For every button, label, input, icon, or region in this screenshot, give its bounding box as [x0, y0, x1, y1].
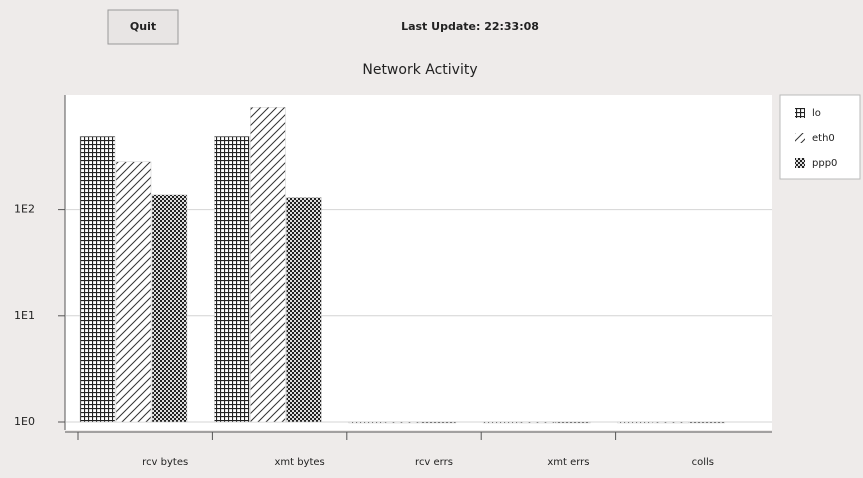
- bar: [554, 421, 591, 424]
- legend-label: ppp0: [812, 158, 837, 169]
- bar: [384, 421, 421, 424]
- bar: [115, 161, 152, 423]
- x-tick-label: rcv errs: [415, 457, 453, 468]
- legend: [779, 94, 861, 180]
- chart-title: Network Activity: [362, 62, 477, 78]
- legend-label: eth0: [812, 133, 835, 144]
- x-tick-label: xmt bytes: [274, 457, 324, 468]
- bar: [617, 421, 653, 424]
- x-tick-label: xmt errs: [547, 457, 589, 468]
- bar: [79, 136, 116, 423]
- x-tick-label: rcv bytes: [142, 457, 188, 468]
- legend-swatch: [795, 158, 805, 168]
- y-tick-label: 1E1: [14, 309, 35, 322]
- quit-label[interactable]: Quit: [130, 20, 156, 33]
- legend-label: lo: [812, 108, 821, 119]
- quit-button[interactable]: [107, 9, 179, 45]
- bar: [482, 421, 519, 424]
- last-update: Last Update: 22:33:08: [401, 20, 539, 33]
- legend-swatch: [795, 133, 805, 143]
- bar: [689, 421, 725, 424]
- bar: [348, 421, 385, 424]
- bar: [420, 421, 457, 424]
- x-tick-label: colls: [692, 457, 714, 468]
- bar: [286, 197, 322, 423]
- bar: [250, 107, 286, 423]
- bar: [518, 421, 555, 424]
- bar: [151, 194, 188, 423]
- legend-swatch: [795, 108, 805, 118]
- y-tick-label: 1E2: [14, 203, 35, 216]
- y-tick-label: 1E0: [14, 415, 35, 428]
- bar: [653, 421, 689, 424]
- bar: [214, 136, 250, 423]
